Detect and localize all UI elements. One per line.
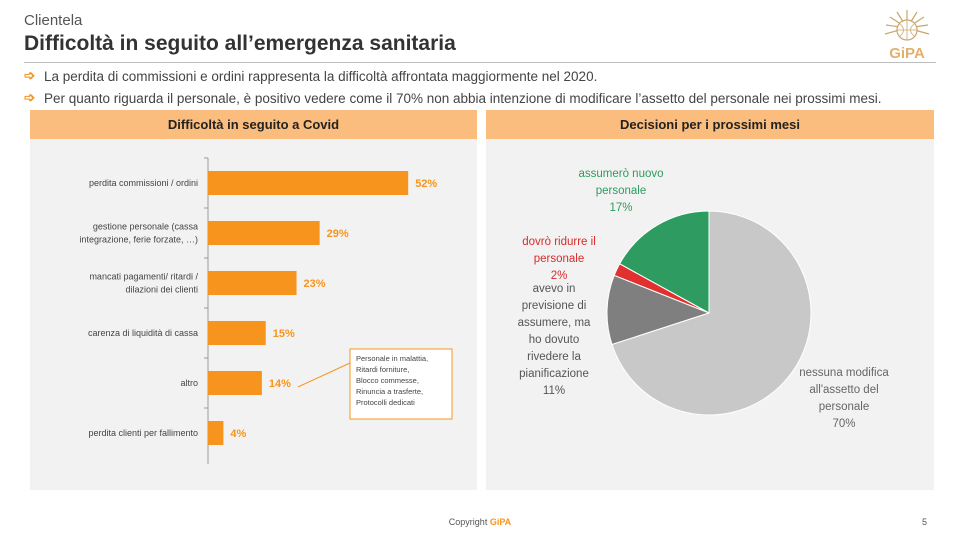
pie-slice-label: personale xyxy=(819,401,870,413)
bar-value-label: 29% xyxy=(327,228,349,240)
annotation-box xyxy=(349,348,453,420)
bullet-text: La perdita di commissioni e ordini rappr… xyxy=(44,68,598,84)
pie-chart-panel: Decisioni per i prossimi mesi nessuna mo… xyxy=(486,110,934,490)
annotation-text: Protocolli dedicati xyxy=(356,398,415,407)
pie-value-label: 11% xyxy=(543,385,565,397)
category-label: gestione personale (cassa xyxy=(93,222,198,232)
category-label: integrazione, ferie forzate, …) xyxy=(79,235,198,245)
category-label: perdita commissioni / ordini xyxy=(89,178,198,188)
bar-value-label: 14% xyxy=(269,378,291,390)
pie-slice-label: personale xyxy=(534,253,585,265)
pie-slice-label: all'assetto del xyxy=(809,384,878,396)
pie-slice-label: assumere, ma xyxy=(518,317,591,329)
bar xyxy=(208,271,297,295)
copyright-text: Copyright xyxy=(448,517,488,527)
footer-copyright: Copyright GiPA xyxy=(0,517,960,527)
bar-value-label: 23% xyxy=(304,278,326,290)
pie-slice-label: dovrò ridurre il xyxy=(522,236,596,248)
category-label: altro xyxy=(180,378,198,388)
pie-slice-label: avevo in xyxy=(533,283,576,295)
bullet-item: ➩ Per quanto riguarda il personale, è po… xyxy=(24,90,881,106)
page-title: Difficoltà in seguito all’emergenza sani… xyxy=(24,32,456,55)
annotation-text: Rinuncia a trasferte, xyxy=(356,387,423,396)
copyright-brand: GiPA xyxy=(489,517,512,527)
pie-value-label: 2% xyxy=(551,270,568,282)
annotation-text: Personale in malattia, xyxy=(356,354,428,363)
annotation-text: Ritardi forniture, xyxy=(356,365,409,374)
pie-slice-label: pianificazione xyxy=(519,368,589,380)
category-label: carenza di liquidità di cassa xyxy=(88,328,198,338)
pie-value-label: 17% xyxy=(609,202,632,214)
pie-chart-title: Decisioni per i prossimi mesi xyxy=(486,110,934,139)
arrow-right-icon: ➩ xyxy=(24,90,36,105)
annotation-text: Blocco commesse, xyxy=(356,376,419,385)
pie-slice xyxy=(606,274,711,346)
bullet-item: ➩ La perdita di commissioni e ordini rap… xyxy=(24,68,597,84)
category-label: dilazioni dei clienti xyxy=(125,285,198,295)
pie-slice-label: rivedere la xyxy=(527,351,581,363)
logo-text: GiPA xyxy=(889,45,925,62)
pie-chart: nessuna modifica all'assetto del personale… xyxy=(518,168,890,430)
bar xyxy=(208,221,320,245)
pie-slice-label: previsione di xyxy=(522,300,587,312)
bullet-text: Per quanto riguarda il personale, è posi… xyxy=(44,90,882,106)
bar-chart-title: Difficoltà in seguito a Covid xyxy=(30,110,477,139)
bar-value-label: 52% xyxy=(415,178,437,190)
title-divider xyxy=(24,62,936,63)
pie-slice-label: assumerò nuovo xyxy=(578,168,663,180)
bar xyxy=(208,171,409,195)
gipa-logo: GiPA xyxy=(884,10,930,62)
bar-chart-panel: Difficoltà in seguito a Covid 52% perdita… xyxy=(30,110,477,490)
bar-value-label: 4% xyxy=(230,428,246,440)
page-number: 5 xyxy=(922,517,928,527)
pie-slice-label: ho dovuto xyxy=(529,334,580,346)
pie-slice xyxy=(618,210,710,314)
category-label: mancati pagamenti/ ritardi / xyxy=(89,272,198,282)
arrow-right-icon: ➩ xyxy=(24,68,36,83)
bar-chart: 52% perdita commissioni / ordini 29% gestio… xyxy=(79,157,453,464)
bar xyxy=(208,321,266,345)
pie-slice-label: personale xyxy=(596,185,647,197)
bar xyxy=(208,371,262,395)
category-label: perdita clienti per fallimento xyxy=(88,428,198,438)
pie-slice xyxy=(611,210,812,416)
bar-value-label: 15% xyxy=(273,328,295,340)
section-kicker: Clientela xyxy=(24,12,83,29)
pie-slice-label: nessuna modifica xyxy=(799,367,889,379)
annotation-connector xyxy=(297,362,351,388)
pie-value-label: 70% xyxy=(832,418,855,430)
bar xyxy=(208,421,224,445)
